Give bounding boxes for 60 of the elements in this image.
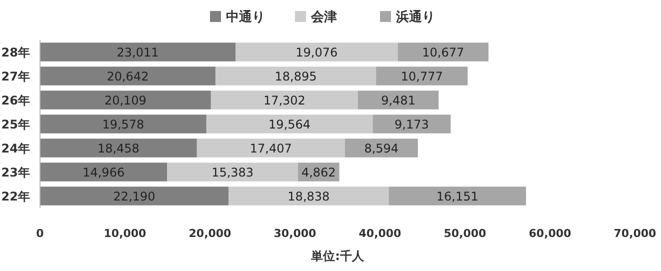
bar <box>236 42 398 62</box>
data-label: 17,407 <box>250 142 292 156</box>
data-label: 20,109 <box>104 94 146 108</box>
data-label: 22,190 <box>113 190 156 204</box>
bar <box>167 162 298 182</box>
legend-label: 会津 <box>310 10 337 25</box>
data-label: 4,862 <box>301 166 336 180</box>
bar <box>372 114 451 134</box>
bar <box>40 42 236 62</box>
x-tick-label: 60,000 <box>528 227 572 240</box>
bar <box>40 162 168 182</box>
y-tick-label: 26年 <box>1 94 30 108</box>
bar <box>196 138 345 158</box>
y-tick-label: 28年 <box>1 46 30 60</box>
data-label: 14,966 <box>82 166 125 180</box>
data-label: 18,838 <box>288 190 330 204</box>
bar <box>344 138 418 158</box>
y-tick-label: 24年 <box>1 142 30 156</box>
data-label: 23,011 <box>116 46 159 60</box>
data-label: 18,458 <box>97 142 140 156</box>
data-label: 18,895 <box>274 70 317 84</box>
legend-label: 中通り <box>226 9 265 25</box>
bar <box>376 66 468 86</box>
bar <box>228 186 389 206</box>
bar <box>40 114 206 134</box>
x-tick-label: 70,000 <box>614 227 657 240</box>
legend-label: 浜通り <box>395 9 435 25</box>
x-tick-label: 10,000 <box>104 227 147 240</box>
data-label: 19,564 <box>268 118 311 132</box>
bar <box>40 90 211 110</box>
x-tick-label: 20,000 <box>188 227 232 240</box>
bar <box>358 90 439 110</box>
bar <box>398 42 488 62</box>
data-label: 20,642 <box>106 70 149 84</box>
bar <box>210 90 358 110</box>
y-tick-label: 25年 <box>1 118 30 132</box>
x-tick-label: 50,000 <box>444 227 487 240</box>
data-label: 8,594 <box>364 142 399 156</box>
bar <box>215 66 376 86</box>
data-label: 15,383 <box>212 166 254 180</box>
x-axis-title: 単位:千人 <box>310 249 365 263</box>
y-tick-label: 27年 <box>1 70 30 84</box>
x-tick-label: 30,000 <box>274 227 317 240</box>
bar <box>388 186 526 206</box>
data-label: 19,076 <box>296 46 338 60</box>
data-label: 10,777 <box>400 70 443 84</box>
data-label: 9,173 <box>394 118 429 132</box>
y-tick-label: 22年 <box>1 190 30 204</box>
data-label: 16,151 <box>436 190 478 204</box>
data-label: 9,481 <box>381 94 416 108</box>
data-label: 10,677 <box>422 46 464 60</box>
bar <box>40 138 197 158</box>
bar <box>40 186 229 206</box>
bar <box>206 114 373 134</box>
data-label: 19,578 <box>102 118 144 132</box>
x-tick-label: 0 <box>36 227 44 240</box>
data-label: 17,302 <box>263 94 306 108</box>
y-tick-label: 23年 <box>1 166 30 180</box>
bar <box>40 66 216 86</box>
x-tick-label: 40,000 <box>358 227 402 240</box>
